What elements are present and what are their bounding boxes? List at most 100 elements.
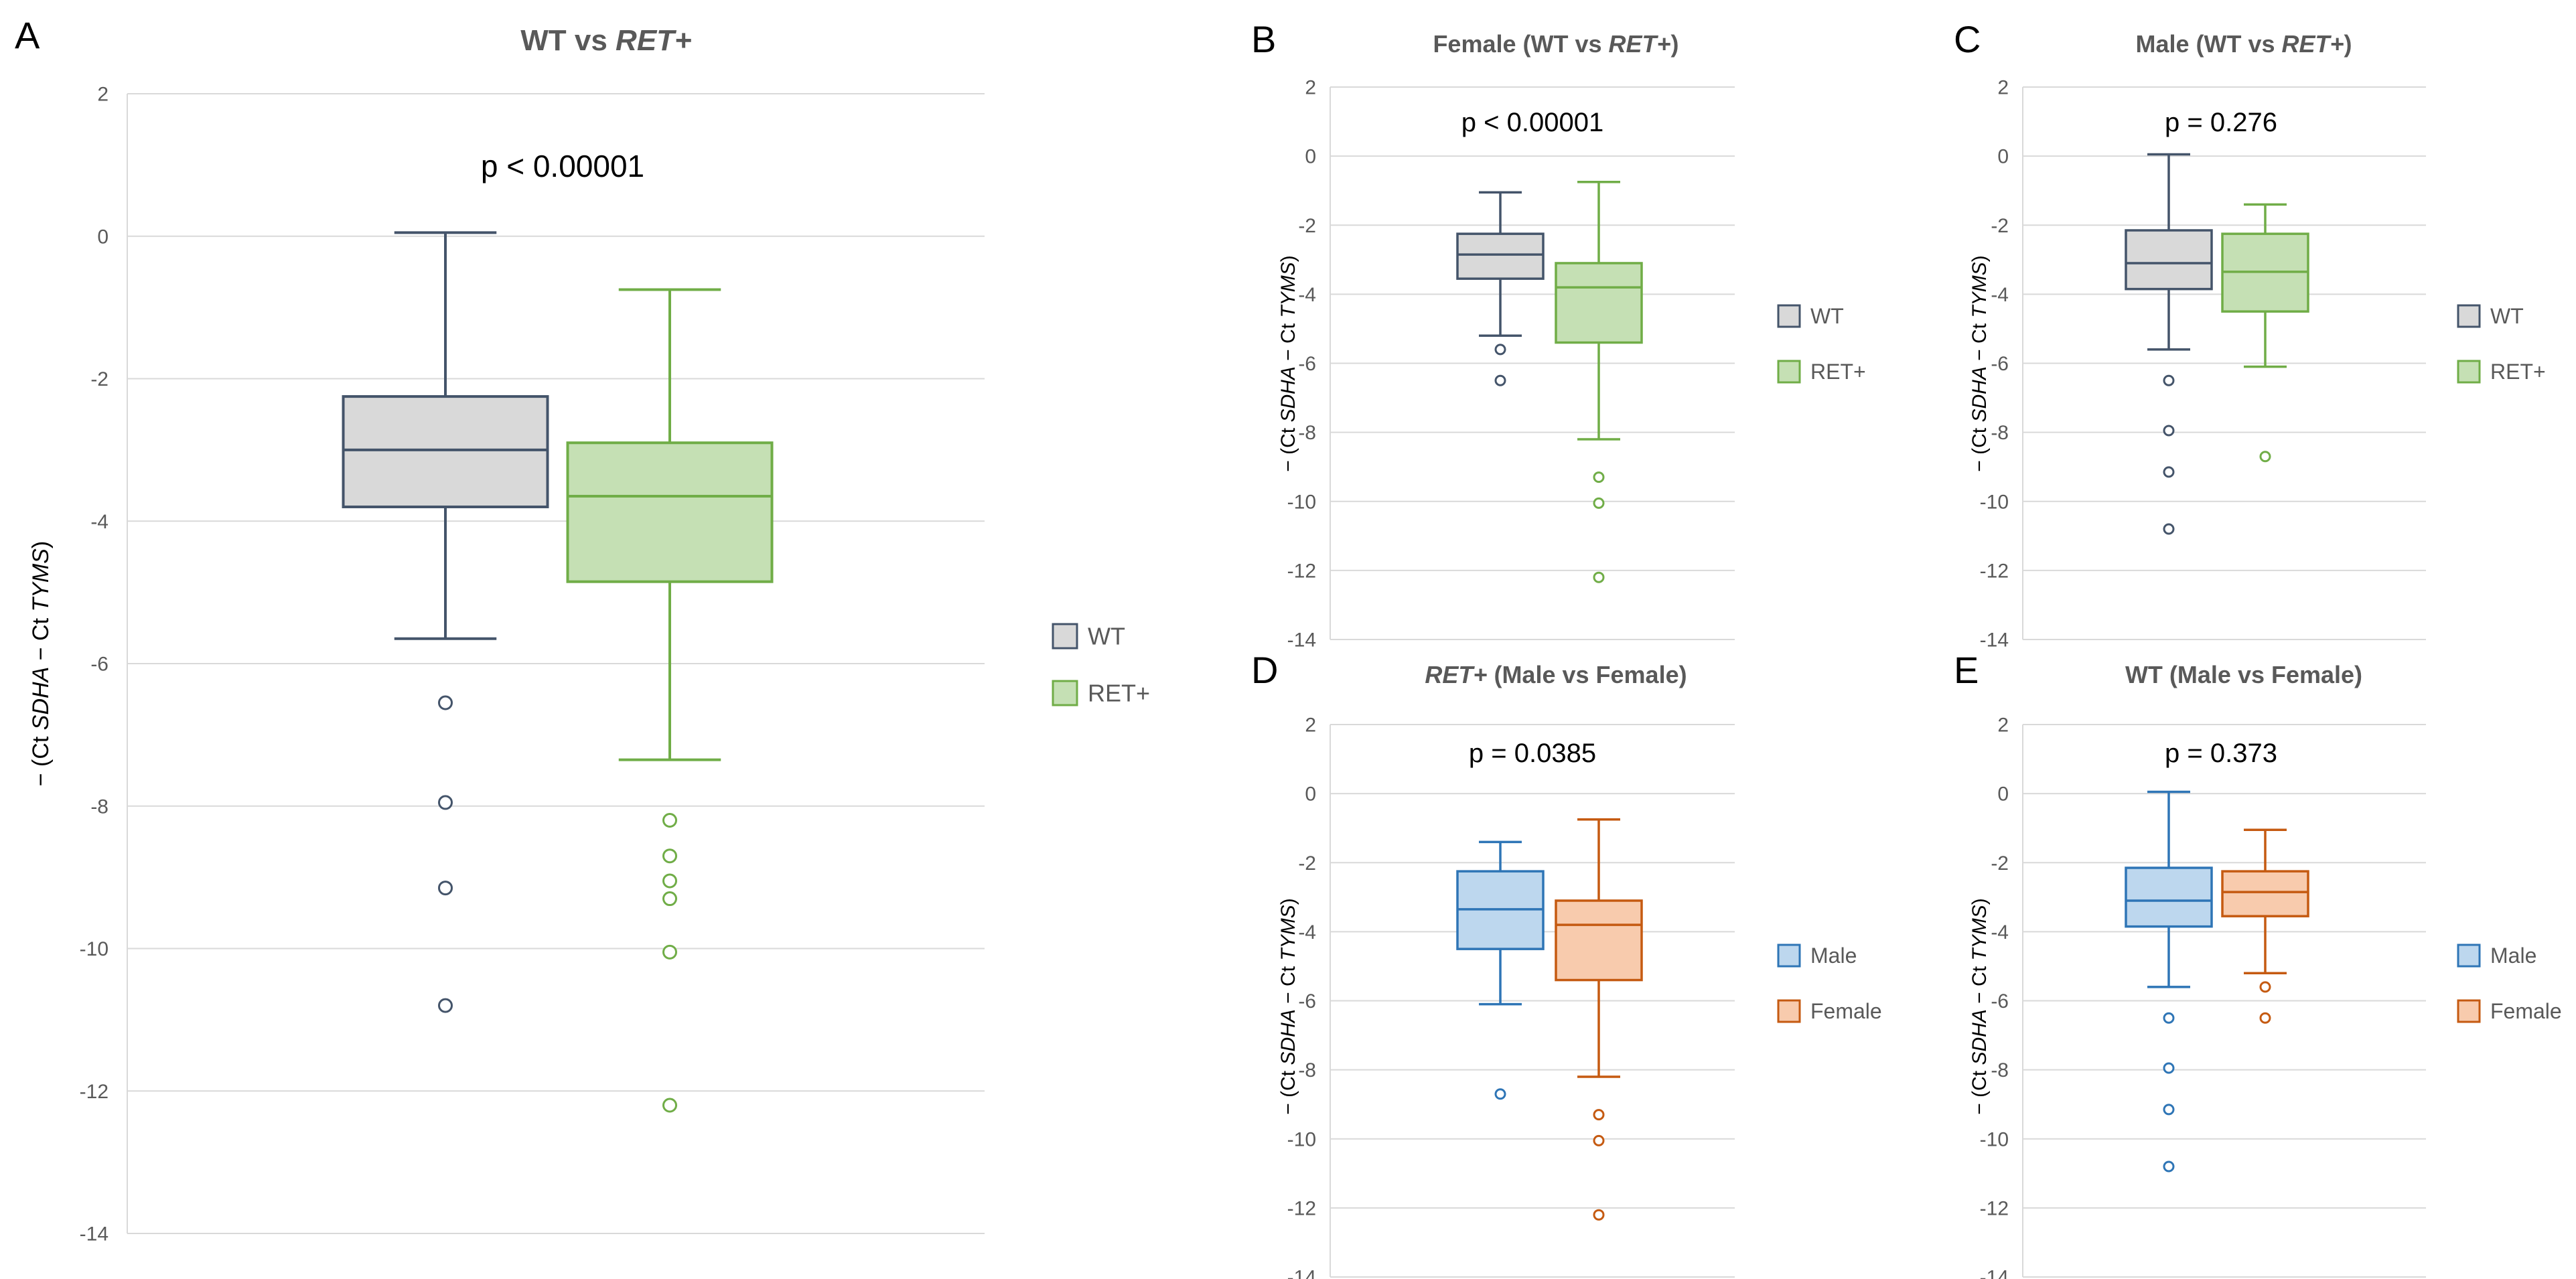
- outlier-point: [2163, 1104, 2175, 1116]
- box-ret-pos: [566, 288, 774, 1113]
- outlier-point: [1494, 374, 1506, 386]
- outlier-point: [2259, 1012, 2271, 1024]
- y-tick-label: -10: [1287, 1128, 1316, 1150]
- y-axis-label-part: − (Ct: [1277, 1065, 1299, 1115]
- y-axis-label-part: SDHA: [1969, 1009, 1991, 1065]
- y-axis-label-part: − Ct: [1277, 961, 1299, 1010]
- y-axis-label-part: − Ct: [1277, 318, 1299, 367]
- y-axis-label-part: ): [1969, 255, 1991, 262]
- y-axis-label-part: TYMS: [1277, 262, 1299, 317]
- y-axis-label: − (Ct SDHA − Ct TYMS): [28, 541, 54, 787]
- chart-title-part: RET+: [616, 24, 692, 57]
- y-axis-label-part: SDHA: [1277, 366, 1299, 422]
- y-axis-label-part: TYMS: [1969, 262, 1991, 317]
- legend-swatch: [1777, 944, 1801, 968]
- outlier-point: [662, 848, 677, 864]
- y-tick-label: -14: [80, 1223, 109, 1246]
- outlier-point: [2163, 1062, 2175, 1074]
- box-male: [2125, 790, 2213, 1173]
- legend-swatch: [1777, 360, 1801, 384]
- y-axis-label-part: − (Ct: [1969, 1065, 1991, 1115]
- y-tick-label: -2: [1298, 852, 1316, 875]
- outlier-point: [1593, 471, 1605, 483]
- box-male: [1456, 840, 1545, 1100]
- y-tick-label: -10: [1980, 491, 2009, 513]
- y-tick-label: 0: [1305, 146, 1316, 168]
- y-tick-label: -6: [90, 654, 109, 676]
- y-tick-label: 2: [1997, 77, 2009, 99]
- outlier-point: [438, 695, 453, 710]
- outlier-point: [438, 881, 453, 896]
- panel-C: C Male (WT vs RET+) 2 0 -2 -4 -6 -8 -10 -12 -14 − (…: [1954, 18, 2546, 652]
- legend-label: RET+: [1088, 680, 1150, 707]
- y-tick-label: -14: [1980, 1267, 2009, 1279]
- y-tick-label: -8: [1298, 422, 1316, 444]
- box-wt: [2125, 153, 2213, 535]
- chart-title-part: RET+: [2282, 30, 2344, 58]
- y-tick-label: -4: [1991, 921, 2009, 944]
- y-tick-label: 2: [1997, 714, 2009, 737]
- y-tick-label: -4: [1991, 284, 2009, 306]
- y-tick-label: -12: [80, 1081, 109, 1103]
- chart-title: Male (WT vs RET+): [2135, 30, 2352, 58]
- y-axis-label-part: ): [1277, 255, 1299, 262]
- iqr-box: [566, 441, 774, 583]
- box-female: [2221, 828, 2309, 1024]
- y-tick-label: -12: [1980, 1197, 2009, 1219]
- y-axis-label-part: TYMS: [1969, 905, 1991, 960]
- y-axis-label-part: TYMS: [28, 548, 54, 612]
- y-tick-label: -10: [1980, 1128, 2009, 1150]
- outlier-point: [1593, 1109, 1605, 1121]
- y-axis-label: − (Ct SDHA − Ct TYMS): [1969, 255, 1991, 471]
- y-axis-label: − (Ct SDHA − Ct TYMS): [1277, 255, 1299, 471]
- y-tick-label: -4: [1298, 284, 1316, 306]
- legend-label: WT: [2490, 304, 2524, 328]
- iqr-box: [1555, 262, 1643, 344]
- outlier-point: [2163, 374, 2175, 386]
- legend-swatch: [1052, 680, 1078, 706]
- y-tick-label: -6: [1298, 353, 1316, 375]
- panel-letter: A: [15, 14, 40, 56]
- chart-title-part: ): [2344, 30, 2352, 58]
- outlier-point: [1593, 571, 1605, 583]
- outlier-point: [1593, 1134, 1605, 1146]
- y-tick-label: -14: [1980, 629, 2009, 652]
- p-value: p < 0.00001: [481, 149, 644, 183]
- iqr-box: [342, 395, 549, 508]
- y-tick-label: 0: [1997, 146, 2009, 168]
- box-ret-pos: [1555, 181, 1643, 583]
- y-axis-label-part: SDHA: [28, 667, 54, 730]
- y-tick-label: 2: [97, 84, 109, 106]
- outlier-point: [1494, 344, 1506, 356]
- y-axis-label: − (Ct SDHA − Ct TYMS): [1277, 898, 1299, 1114]
- outlier-point: [662, 891, 677, 907]
- outlier-point: [662, 1098, 677, 1113]
- legend-swatch: [2457, 944, 2481, 968]
- chart-title-part: ): [1671, 30, 1679, 58]
- y-tick-label: -2: [90, 368, 109, 390]
- outlier-point: [2259, 981, 2271, 993]
- iqr-box: [2125, 867, 2213, 928]
- panel-letter: C: [1954, 18, 1981, 60]
- iqr-box: [2125, 229, 2213, 291]
- chart-title-part: (Male vs Female): [1487, 661, 1687, 688]
- legend-label: RET+: [2490, 360, 2546, 384]
- y-tick-label: -8: [1298, 1059, 1316, 1081]
- panel-E: E WT (Male vs Female) 2 0 -2 -4 -6 -8 -10 -12 -14 −…: [1954, 649, 2562, 1279]
- p-value: p = 0.373: [2165, 739, 2277, 768]
- iqr-box: [2221, 870, 2309, 917]
- outlier-point: [2163, 1012, 2175, 1024]
- y-tick-label: -8: [90, 796, 109, 818]
- chart-title: WT (Male vs Female): [2125, 661, 2362, 688]
- y-tick-label: 0: [97, 226, 109, 248]
- chart-title-part: Female (WT vs: [1433, 30, 1608, 58]
- outlier-point: [662, 944, 677, 960]
- legend-label: Male: [2490, 944, 2536, 968]
- legend-swatch: [1777, 999, 1801, 1023]
- legend-label: Female: [1810, 999, 1882, 1023]
- legend-label: RET+: [1810, 360, 1866, 384]
- chart-title-part: WT vs: [520, 24, 616, 57]
- iqr-box: [1555, 899, 1643, 982]
- panel-letter: D: [1251, 649, 1278, 691]
